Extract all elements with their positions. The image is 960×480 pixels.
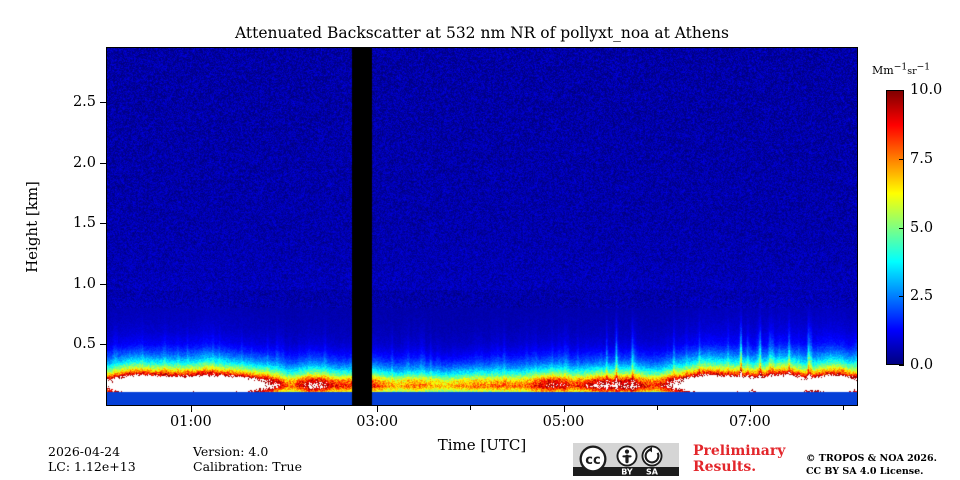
colorbar-unit-label: Mm−1sr−1 [872, 61, 930, 77]
colorbar-tick-label: 5.0 [910, 219, 934, 236]
x-axis-minor-tick [470, 406, 472, 410]
creative-commons-badge: cc BY SA [573, 443, 679, 477]
colorbar-tick-label: 7.5 [910, 150, 934, 167]
svg-text:cc: cc [585, 453, 600, 468]
preliminary-line-2: Results. [693, 459, 757, 475]
x-axis-tick-mark [563, 406, 565, 412]
colorbar-tick-label: 0.0 [910, 357, 934, 373]
colorbar-tick-mark [899, 296, 904, 298]
y-axis-tick-mark [100, 223, 106, 225]
x-axis-tick-label: 03:00 [356, 414, 399, 430]
colorbar-tick-mark [899, 227, 904, 229]
y-axis-tick-mark [100, 283, 106, 285]
cc-by-sa-icon: cc BY SA [573, 443, 679, 477]
x-axis-tick-label: 01:00 [169, 414, 212, 430]
y-axis-label: Height [km] [23, 181, 41, 273]
footer-calibration: Calibration: True [193, 459, 302, 474]
x-axis-minor-tick [284, 406, 286, 410]
x-axis-tick-label: 07:00 [728, 414, 771, 430]
y-axis-tick-label: 0.5 [72, 336, 96, 353]
y-axis-tick-label: 1.0 [72, 275, 96, 292]
colorbar-tick-mark [899, 158, 904, 160]
colorbar-unit-text: Mm−1sr−1 [872, 61, 931, 77]
svg-text:SA: SA [646, 468, 659, 477]
y-axis-tick-label: 2.0 [72, 154, 96, 171]
x-axis-label: Time [UTC] [437, 436, 527, 454]
colorbar-tick-label: 10.0 [910, 82, 943, 98]
colorbar-tick-mark [899, 90, 904, 91]
preliminary-line-1: Preliminary [693, 443, 786, 459]
colorbar-tick-label: 2.5 [910, 288, 934, 305]
copyright-line-1: © TROPOS & NOA 2026. [806, 453, 937, 464]
copyright-notice: © TROPOS & NOA 2026. CC BY SA 4.0 Licens… [806, 452, 937, 478]
x-axis-tick-mark [377, 406, 379, 412]
y-axis-tick-label: 2.5 [72, 94, 96, 111]
x-axis-tick-label: 05:00 [542, 414, 585, 430]
footer-lidar-constant: LC: 1.12e+13 [48, 459, 136, 474]
x-axis-minor-tick [656, 406, 658, 410]
x-axis-tick-mark [190, 406, 192, 412]
backscatter-heatmap [107, 48, 857, 405]
heatmap-plot-area [106, 47, 858, 406]
svg-text:BY: BY [621, 468, 633, 477]
footer-version: Version: 4.0 [193, 444, 269, 459]
x-axis-tick-mark [749, 406, 751, 412]
x-axis-minor-tick [843, 406, 845, 410]
y-axis-tick-mark [100, 102, 106, 104]
y-axis-tick-mark [100, 344, 106, 346]
colorbar-tick-mark [899, 365, 904, 366]
copyright-line-2: CC BY SA 4.0 License. [806, 466, 924, 477]
y-axis-tick-mark [100, 162, 106, 164]
y-axis-tick-label: 1.5 [72, 215, 96, 232]
preliminary-results-notice: Preliminary Results. [693, 443, 785, 475]
footer-date: 2026-04-24 [48, 444, 121, 459]
page-title: Attenuated Backscatter at 532 nm NR of p… [235, 24, 729, 42]
